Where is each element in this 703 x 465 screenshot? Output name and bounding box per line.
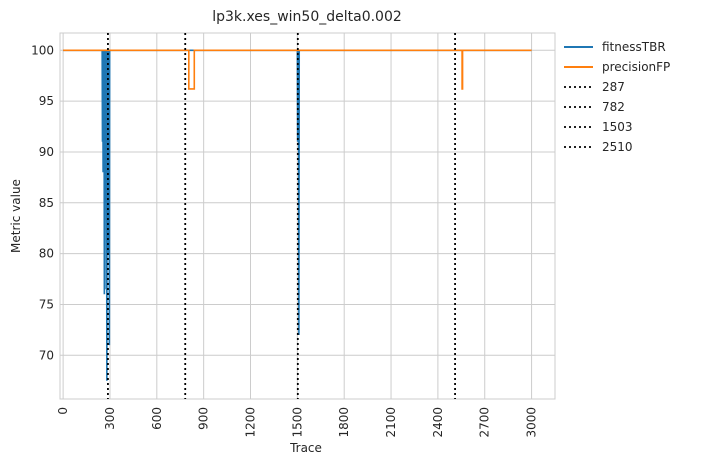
y-tick-label: 90 [39, 145, 54, 159]
chart-title: lp3k.xes_win50_delta0.002 [212, 9, 402, 25]
x-tick-label: 2100 [384, 407, 398, 438]
x-tick-labels: 0 300 600 900 1200 1500 1800 2100 2400 2700 3000 [56, 407, 538, 438]
x-tick-label: 3000 [525, 407, 539, 438]
y-tick-label: 80 [39, 247, 54, 261]
x-tick-label: 300 [103, 407, 117, 430]
x-tick-label: 1500 [290, 407, 304, 438]
y-tick-label: 100 [31, 43, 54, 57]
y-axis-label: Metric value [9, 179, 23, 253]
x-tick-label: 2700 [478, 407, 492, 438]
x-tick-label: 2400 [431, 407, 445, 438]
grid [60, 33, 555, 399]
legend-label-782: 782 [602, 100, 625, 114]
legend-label-2510: 2510 [602, 140, 633, 154]
legend-label-fitnessTBR: fitnessTBR [602, 40, 666, 54]
legend-label-287: 287 [602, 80, 625, 94]
vline-layer [107, 33, 456, 399]
y-tick-label: 95 [39, 94, 54, 108]
series-line-fitnessTBR [63, 49, 532, 381]
legend-label-precisionFP: precisionFP [602, 60, 670, 74]
x-tick-label: 1200 [244, 407, 258, 438]
series-layer [63, 49, 532, 381]
plot-frame [59, 32, 556, 400]
x-tick-label: 0 [56, 407, 70, 415]
x-tick-label: 1800 [337, 407, 351, 438]
legend-label-1503: 1503 [602, 120, 633, 134]
series-line-precisionFP [63, 49, 532, 90]
x-tick-label: 900 [197, 407, 211, 430]
y-tick-label: 70 [39, 348, 54, 362]
y-tick-label: 85 [39, 196, 54, 210]
y-tick-label: 75 [39, 297, 54, 311]
x-axis-label: Trace [289, 441, 322, 455]
x-tick-label: 600 [150, 407, 164, 430]
legend: fitnessTBR precisionFP 287 782 1503 2510 [564, 40, 670, 154]
y-tick-labels: 70 75 80 85 90 95 100 [31, 43, 54, 362]
